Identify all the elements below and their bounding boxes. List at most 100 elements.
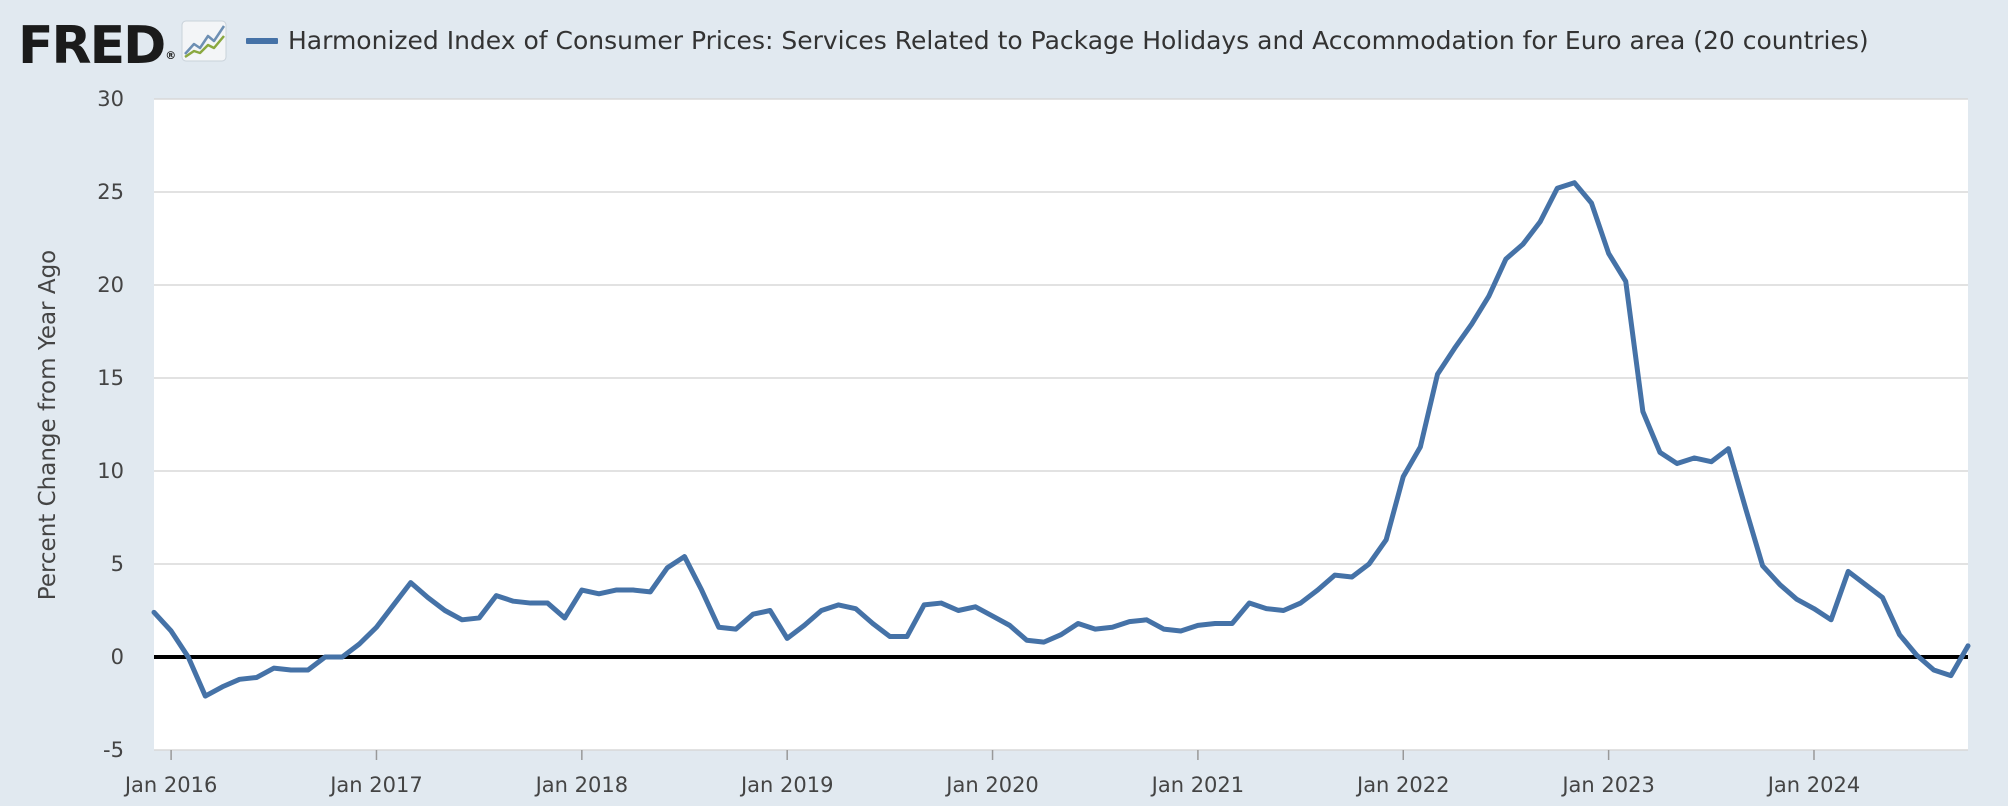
y-tick-label: 0 xyxy=(111,645,124,669)
data-point xyxy=(819,608,824,613)
data-point xyxy=(870,621,875,626)
y-tick-label: 20 xyxy=(97,273,124,297)
data-point xyxy=(340,654,345,660)
data-point xyxy=(425,595,431,600)
data-point xyxy=(665,565,670,570)
data-point xyxy=(1418,444,1423,450)
data-point xyxy=(1332,572,1338,578)
data-point xyxy=(1623,279,1628,284)
y-tick-label: -5 xyxy=(103,738,124,762)
y-tick-label: 30 xyxy=(97,87,124,111)
y-tick-label: 25 xyxy=(97,180,124,204)
data-point xyxy=(1144,617,1149,622)
data-point xyxy=(322,654,328,660)
data-point xyxy=(956,608,961,613)
data-point xyxy=(1435,372,1440,377)
data-point xyxy=(1726,446,1731,451)
data-point xyxy=(1777,582,1782,587)
data-point xyxy=(1691,455,1697,461)
data-point xyxy=(579,587,585,593)
data-point xyxy=(1709,459,1714,464)
data-point xyxy=(408,580,413,585)
series-layer xyxy=(151,180,1971,699)
data-point xyxy=(1075,621,1081,626)
data-point xyxy=(1127,619,1132,624)
data-point xyxy=(733,626,739,632)
data-point xyxy=(271,665,276,671)
data-point xyxy=(1110,625,1115,630)
fred-logo[interactable]: FRED® xyxy=(18,16,176,86)
data-point xyxy=(1383,537,1389,543)
data-point xyxy=(939,600,944,606)
data-point xyxy=(186,654,191,660)
data-point xyxy=(1640,409,1646,414)
data-point xyxy=(1760,563,1765,569)
data-point xyxy=(1743,506,1748,511)
data-point xyxy=(1229,621,1235,626)
x-tick-label: Jan 2023 xyxy=(1560,773,1655,797)
data-point xyxy=(1503,256,1509,262)
x-tick-label: Jan 2019 xyxy=(739,773,834,797)
data-point xyxy=(1965,643,1971,649)
data-point xyxy=(1264,606,1269,611)
data-point xyxy=(887,634,893,639)
data-point xyxy=(1024,638,1029,643)
data-point xyxy=(699,587,704,593)
x-tick-label: Jan 2018 xyxy=(534,773,629,797)
data-point xyxy=(973,604,978,609)
data-point xyxy=(1281,608,1286,613)
chart-title: Harmonized Index of Consumer Prices: Ser… xyxy=(288,26,1869,55)
data-point xyxy=(1572,180,1577,185)
data-point xyxy=(767,608,773,613)
data-point xyxy=(562,615,567,621)
data-point xyxy=(151,610,157,615)
data-point xyxy=(1247,600,1252,606)
data-point xyxy=(1366,561,1372,567)
data-point xyxy=(1469,321,1474,327)
data-point xyxy=(1914,652,1919,658)
data-point xyxy=(1212,621,1218,626)
data-point xyxy=(1178,628,1183,634)
data-point xyxy=(442,608,448,613)
data-point xyxy=(1897,632,1902,637)
data-point xyxy=(1863,582,1868,587)
data-point xyxy=(1811,606,1817,611)
data-point xyxy=(1794,597,1800,602)
data-point xyxy=(1161,626,1166,632)
data-point xyxy=(220,684,225,689)
y-tick-label: 5 xyxy=(111,552,124,576)
data-point xyxy=(1880,595,1885,600)
data-point xyxy=(528,600,533,606)
x-tick-label: Jan 2024 xyxy=(1766,773,1861,797)
x-tick-label: Jan 2021 xyxy=(1150,773,1245,797)
y-tick-label: 15 xyxy=(97,366,124,390)
x-tick-label: Jan 2017 xyxy=(328,773,423,797)
data-point xyxy=(904,634,910,639)
x-tick-label: Jan 2022 xyxy=(1355,773,1450,797)
chart-header: FRED® Harmonized Index of Consumer Price… xyxy=(0,0,2008,84)
data-point xyxy=(494,593,499,598)
data-point xyxy=(305,667,311,673)
data-point xyxy=(254,675,259,680)
data-point xyxy=(1657,450,1663,455)
data-point xyxy=(1589,200,1594,206)
data-point xyxy=(1315,587,1320,593)
data-point xyxy=(1007,623,1012,628)
data-point xyxy=(357,641,362,647)
data-point xyxy=(682,554,687,559)
y-axis-title: Percent Change from Year Ago xyxy=(35,250,61,600)
legend-swatch xyxy=(246,38,278,44)
data-point xyxy=(750,612,756,617)
data-point xyxy=(1537,219,1543,224)
data-point xyxy=(203,693,208,699)
data-point xyxy=(511,599,516,604)
data-point xyxy=(630,587,636,593)
data-point xyxy=(1520,241,1526,247)
data-point xyxy=(853,606,858,611)
data-point xyxy=(1486,293,1492,299)
data-point xyxy=(168,628,174,634)
data-point xyxy=(1041,639,1047,645)
data-point xyxy=(237,677,242,682)
data-point xyxy=(1846,569,1851,574)
